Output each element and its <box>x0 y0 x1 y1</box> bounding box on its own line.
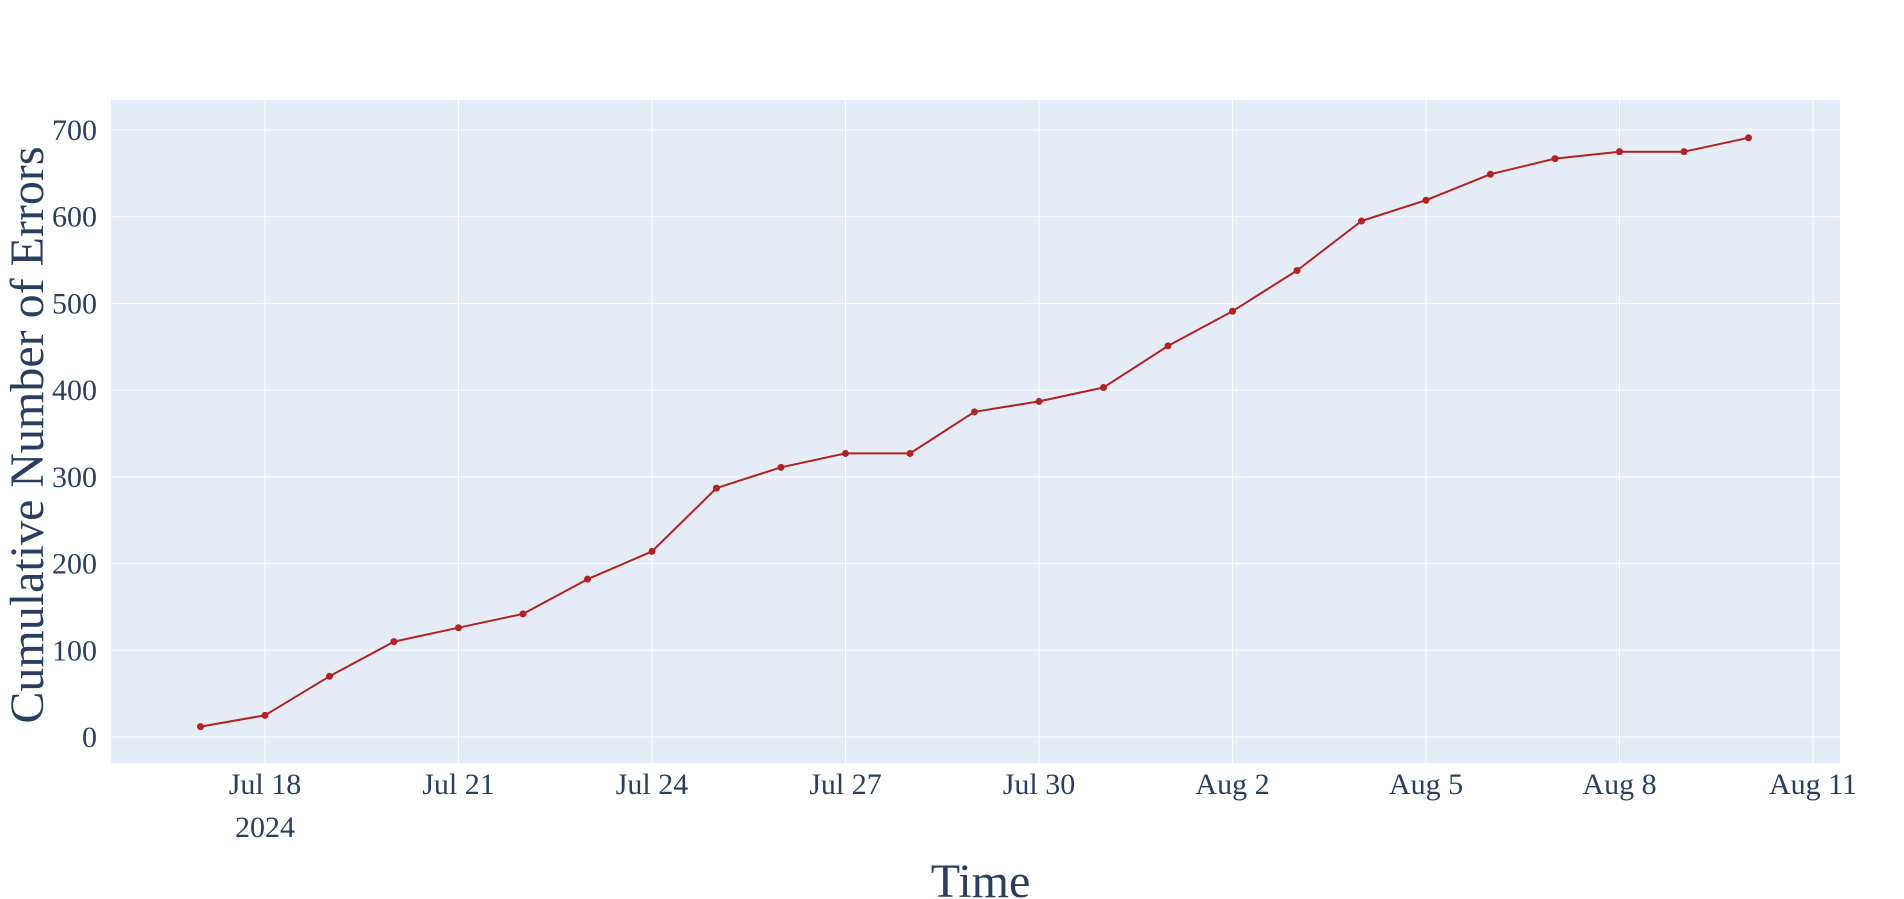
data-point <box>1358 217 1365 225</box>
data-point <box>971 408 978 416</box>
data-point <box>1100 384 1107 392</box>
data-point <box>584 575 591 583</box>
x-tick-label: Aug 5 <box>1389 768 1463 801</box>
data-point <box>1229 307 1236 315</box>
data-point <box>1745 134 1752 142</box>
data-point <box>197 723 204 731</box>
x-axis-tick-labels: Jul 18 2024 Jul 21 Jul 24 Jul 27 Jul 30 Aug 2 A… <box>229 768 1857 844</box>
data-point <box>1035 397 1043 405</box>
data-point <box>777 463 785 471</box>
x-tick-label: Jul 24 <box>616 768 689 801</box>
data-point <box>1616 148 1623 156</box>
y-gridlines <box>111 129 1840 738</box>
data-point <box>1422 196 1430 204</box>
data-point <box>1293 266 1301 274</box>
data-point <box>713 484 720 492</box>
x-tick-sublabel: 2024 <box>235 811 295 844</box>
data-point <box>390 638 398 646</box>
data-point <box>326 672 333 680</box>
series-layer <box>197 134 1752 731</box>
x-tick-label: Aug 11 <box>1769 768 1857 801</box>
x-tick-label: Aug 2 <box>1195 768 1269 801</box>
data-point <box>648 547 656 555</box>
y-tick-label: 200 <box>52 548 97 581</box>
y-tick-label: 400 <box>52 374 97 407</box>
y-tick-label: 300 <box>52 461 97 494</box>
y-tick-label: 700 <box>52 114 97 147</box>
x-tick-label: Jul 21 <box>422 768 495 801</box>
y-tick-label: 500 <box>52 287 97 320</box>
x-tick-label: Jul 27 <box>809 768 882 801</box>
x-tick-label: Aug 8 <box>1582 768 1656 801</box>
data-point <box>519 610 527 618</box>
plot-background <box>111 100 1840 763</box>
y-axis-title: Cumulative Number of Errors <box>1 146 54 723</box>
x-tick-label: Jul 30 <box>1003 768 1076 801</box>
data-point <box>455 624 462 632</box>
x-tick-label: Jul 18 <box>229 768 302 801</box>
data-point <box>1680 148 1688 156</box>
data-point <box>1551 155 1559 163</box>
data-point <box>261 711 269 719</box>
y-tick-label: 600 <box>52 201 97 234</box>
x-gridlines <box>264 100 1814 763</box>
y-tick-label: 100 <box>52 634 97 667</box>
data-point <box>1164 342 1172 350</box>
y-axis-tick-labels: 0 100 200 300 400 500 600 700 <box>52 114 97 754</box>
x-axis-title: Time <box>931 855 1031 899</box>
y-tick-label: 0 <box>82 721 97 754</box>
data-point <box>1487 170 1494 178</box>
data-point <box>842 449 849 457</box>
data-point <box>906 449 914 457</box>
